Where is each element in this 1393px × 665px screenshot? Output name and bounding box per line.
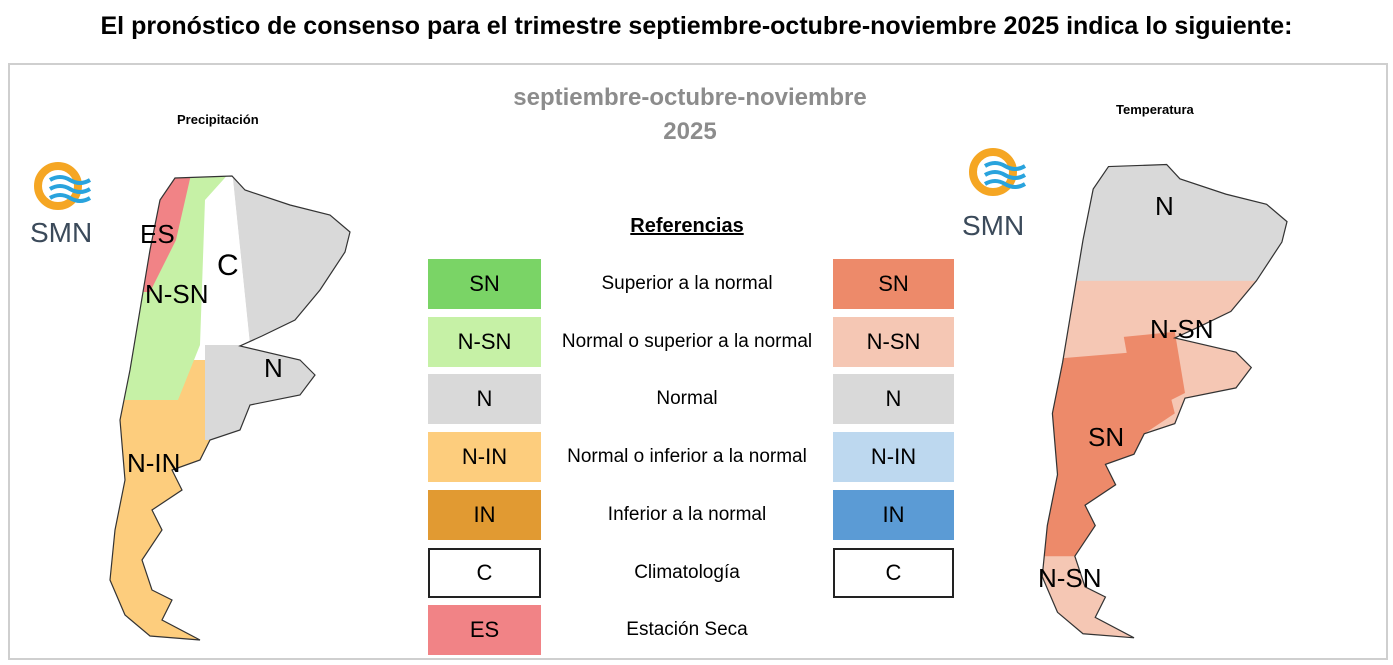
legend-swatch: ES [428, 605, 541, 656]
logo: SMN [30, 162, 92, 248]
page-title: El pronóstico de consenso para el trimes… [100, 12, 1293, 40]
legend-swatch: SN [428, 259, 541, 309]
region-label: N-SN [1150, 314, 1214, 344]
map-title: Temperatura [1116, 102, 1194, 117]
logo-text: SMN [30, 217, 92, 248]
legend-swatch: C [833, 547, 954, 598]
legend-swatch: IN [833, 489, 954, 540]
legend-swatch: N-IN [833, 432, 954, 483]
frame [8, 63, 1388, 660]
legend-label: Estación Seca [626, 619, 748, 641]
legend-swatch: C [428, 547, 541, 598]
legend-label: Superior a la normal [601, 273, 773, 294]
legend-swatch: N-SN [428, 316, 541, 367]
legend-label: Normal o inferior a la normal [567, 446, 807, 468]
region-label: N-SN [145, 279, 209, 309]
legend-label: Normal o superior a la normal [561, 330, 813, 352]
region-label: N [264, 353, 283, 383]
legend-label: Inferior a la normal [607, 503, 767, 525]
legend-swatch: N-IN [428, 432, 541, 483]
legend-swatch: IN [428, 489, 541, 540]
center-title: septiembre-octubre-noviembre [513, 84, 867, 111]
region-label: SN [1088, 422, 1124, 452]
region-label: C [217, 249, 239, 282]
center-title: 2025 [663, 118, 717, 145]
legend-label: Climatología [634, 561, 740, 583]
precipitation-map [110, 176, 350, 640]
legend-title: Referencias [630, 215, 744, 237]
legend-swatch: N-SN [833, 316, 954, 367]
map-title: Precipitación [177, 112, 259, 127]
legend-label: Normal [656, 388, 718, 410]
legend-swatch: SN [833, 259, 954, 309]
logo-text: SMN [962, 210, 1024, 241]
legend-swatch: N [833, 374, 954, 425]
region-label: ES [140, 219, 175, 249]
region-label: N-SN [1038, 563, 1102, 593]
region-label: N-IN [127, 448, 180, 478]
logo: SMN [962, 148, 1027, 241]
region-label: N [1155, 191, 1174, 221]
legend-swatch: N [428, 374, 541, 425]
